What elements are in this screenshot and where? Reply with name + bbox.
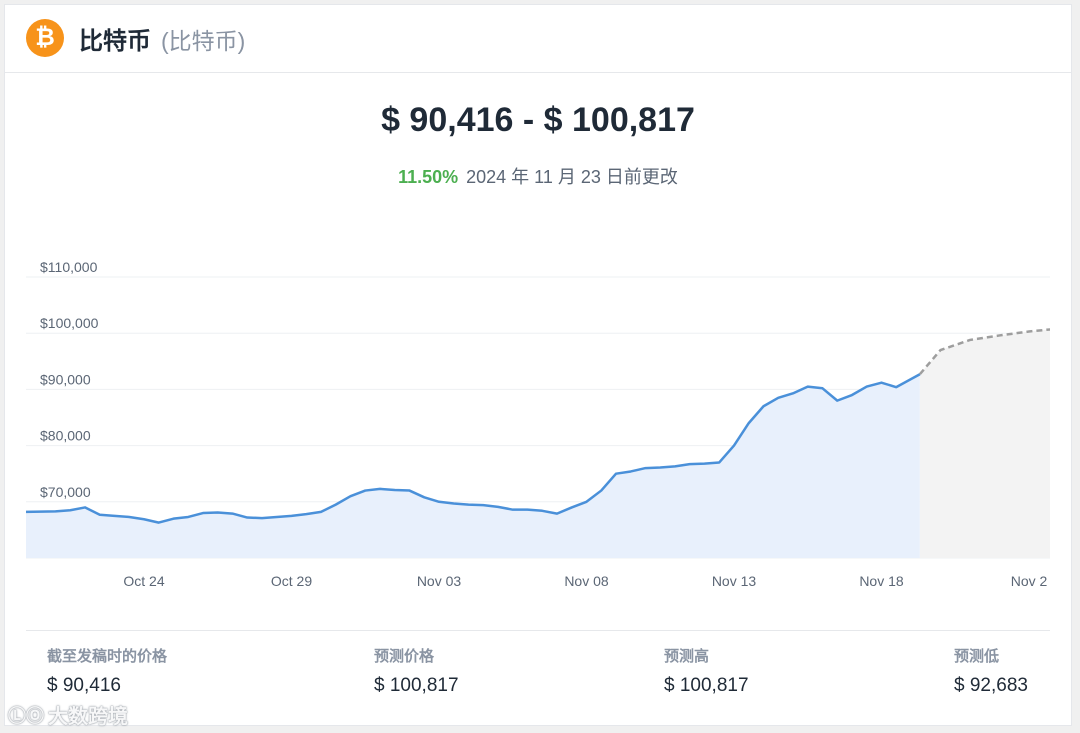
x-tick-label: Nov 2	[1011, 573, 1048, 589]
price-chart: $110,000$100,000$90,000$80,000$70,000$60…	[26, 259, 1050, 589]
change-line: 11.50% 2024 年 11 月 23 日前更改	[5, 163, 1071, 189]
x-tick-label: Nov 08	[564, 573, 609, 589]
x-tick-label: Oct 24	[123, 573, 164, 589]
forecast-card: ₿ 比特币 (比特币) $ 90,416 - $ 100,817 11.50% 2…	[4, 4, 1072, 726]
bitcoin-icon: ₿	[26, 19, 64, 57]
x-tick-label: Oct 29	[271, 573, 312, 589]
range-separator: -	[513, 101, 544, 139]
y-tick-label: $70,000	[40, 484, 91, 500]
historical-line	[26, 373, 921, 524]
stat-label: 预测低	[954, 648, 1000, 665]
stat-value: $ 100,817	[374, 675, 459, 696]
price-range: $ 90,416 - $ 100,817	[5, 101, 1071, 140]
stat-value: $ 90,416	[47, 675, 121, 696]
x-tick-label: Nov 03	[417, 573, 462, 589]
watermark: ⓁⓄ 大数跨境	[8, 700, 128, 729]
historical-area	[26, 374, 920, 558]
updated-text: 2024 年 11 月 23 日前更改	[466, 167, 678, 187]
y-tick-label: $80,000	[40, 428, 91, 444]
range-high: $ 100,817	[543, 101, 695, 139]
stat-forecast-price: 预测价格 $ 100,817	[374, 645, 459, 697]
stat-forecast-high: 预测高 $ 100,817	[664, 645, 749, 697]
stats-divider	[26, 630, 1050, 631]
stat-label: 截至发稿时的价格	[47, 648, 168, 665]
range-low: $ 90,416	[381, 101, 514, 139]
change-percent: 11.50%	[398, 167, 459, 187]
coin-header: ₿ 比特币 (比特币)	[5, 5, 1071, 73]
watermark-text: 大数跨境	[48, 706, 128, 728]
stat-value: $ 100,817	[664, 675, 749, 696]
stat-label: 预测价格	[374, 648, 435, 665]
coin-subtitle: (比特币)	[161, 28, 246, 54]
x-tick-label: Nov 18	[859, 573, 904, 589]
y-tick-label: $110,000	[40, 259, 98, 275]
y-tick-label: $100,000	[40, 315, 99, 331]
y-tick-label: $90,000	[40, 371, 91, 387]
stat-label: 预测高	[664, 648, 710, 665]
loop-logo: ⓁⓄ	[8, 705, 44, 726]
forecast-area	[919, 329, 1050, 558]
coin-name: 比特币	[79, 28, 151, 55]
stat-current-price: 截至发稿时的价格 $ 90,416	[47, 645, 167, 697]
x-tick-label: Nov 13	[712, 573, 757, 589]
stat-value: $ 92,683	[954, 675, 1028, 696]
stat-forecast-low: 预测低 $ 92,683	[954, 645, 1028, 697]
